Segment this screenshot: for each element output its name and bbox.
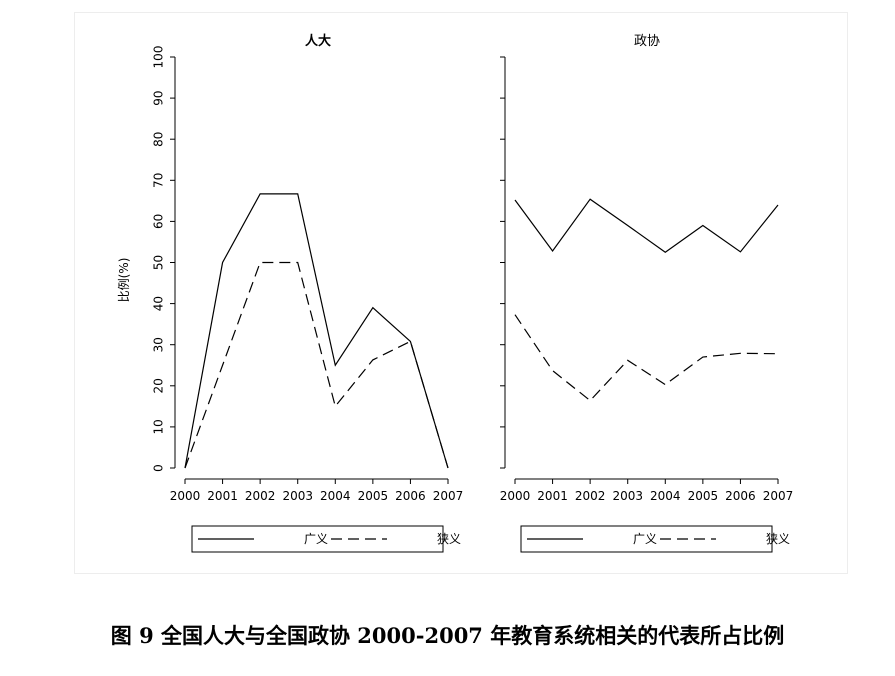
legend-label: 广义 (633, 532, 657, 546)
x-tick-label: 2006 (725, 489, 756, 503)
x-tick-label: 2005 (358, 489, 389, 503)
legend-label: 广义 (304, 532, 328, 546)
y-tick-label: 100 (152, 46, 166, 69)
x-tick-label: 2005 (688, 489, 719, 503)
x-tick-label: 2006 (395, 489, 426, 503)
legend-box (191, 525, 444, 553)
figure-caption: 图 9 全国人大与全国政协 2000-2007 年教育系统相关的代表所占比例 (110, 623, 785, 648)
series-line-broad (514, 198, 779, 253)
y-tick-label: 90 (152, 90, 166, 105)
x-tick-label: 2004 (320, 489, 351, 503)
series-line-broad (184, 193, 449, 469)
x-tick-label: 2007 (433, 489, 464, 503)
x-tick-label: 2002 (575, 489, 606, 503)
x-tick-label: 2001 (207, 489, 238, 503)
legend-label: 狭义 (766, 532, 790, 546)
panel-title: 政协 (634, 34, 660, 49)
x-tick-label: 2007 (763, 489, 794, 503)
x-tick-label: 2003 (612, 489, 643, 503)
y-tick-label: 60 (152, 214, 166, 229)
y-axis-label: 比例(%) (117, 258, 131, 303)
y-tick-label: 80 (152, 132, 166, 147)
y-tick-label: 40 (152, 296, 166, 311)
x-tick-label: 2002 (245, 489, 276, 503)
panel-title: 人大 (305, 33, 331, 49)
series-line-narrow (514, 314, 779, 402)
y-tick-label: 30 (152, 337, 166, 352)
plot-frame (74, 12, 848, 574)
y-tick-label: 20 (152, 378, 166, 393)
legend-label: 狭义 (437, 532, 461, 546)
x-tick-label: 2000 (500, 489, 531, 503)
y-tick-label: 0 (152, 464, 166, 472)
x-tick-label: 2001 (537, 489, 568, 503)
legend-box (520, 525, 773, 553)
y-tick-label: 50 (152, 255, 166, 270)
x-tick-label: 2000 (170, 489, 201, 503)
x-tick-label: 2003 (282, 489, 313, 503)
x-tick-label: 2004 (650, 489, 681, 503)
y-tick-label: 70 (152, 173, 166, 188)
series-line-narrow (184, 261, 449, 469)
y-tick-label: 10 (152, 419, 166, 434)
